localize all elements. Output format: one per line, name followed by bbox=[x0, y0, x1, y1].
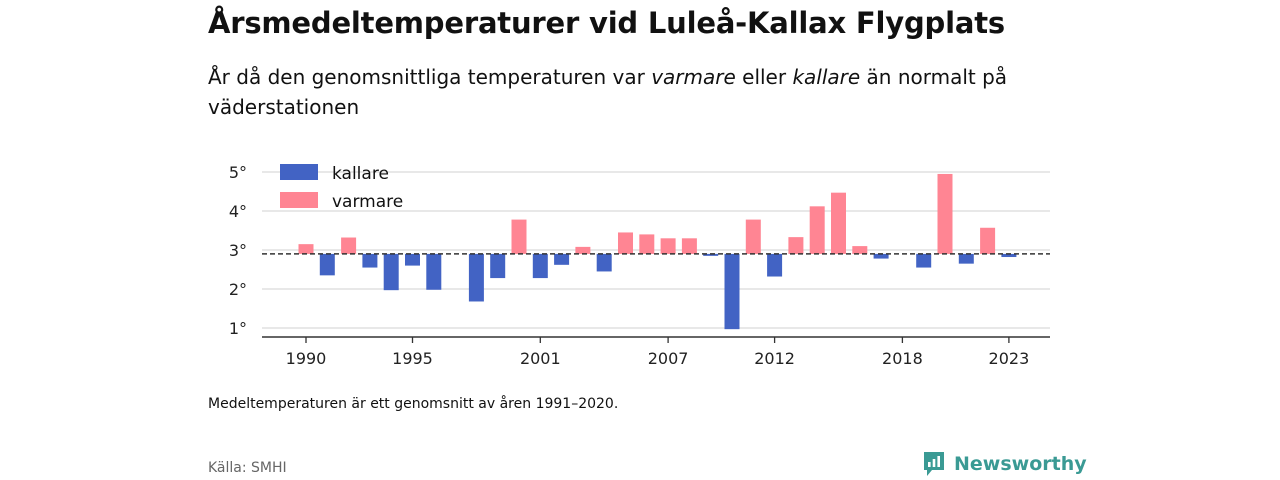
bar-warmer bbox=[852, 246, 868, 254]
x-tick-label: 2012 bbox=[754, 349, 795, 368]
brand[interactable]: Newsworthy bbox=[922, 450, 1087, 478]
x-tick-label: 2018 bbox=[882, 349, 923, 368]
bar-colder bbox=[767, 253, 783, 277]
subtitle-emphasis-warmer: varmare bbox=[651, 65, 736, 89]
chart-title: Årsmedeltemperaturer vid Luleå-Kallax Fl… bbox=[208, 6, 1005, 40]
bar-warmer bbox=[980, 227, 996, 254]
subtitle-text: än normalt på väderstationen bbox=[208, 65, 1008, 119]
bar-chart: 1° 2° 3° 4° 5° 1990 1995 2001 2007 2012 2018 2023 k… bbox=[229, 163, 1050, 368]
footnote: Medeltemperaturen är ett genomsnitt av å… bbox=[208, 396, 619, 412]
bar-warmer bbox=[660, 238, 676, 254]
newsworthy-logo-icon bbox=[924, 452, 944, 476]
bar-warmer bbox=[681, 238, 697, 254]
bar-colder bbox=[703, 253, 719, 256]
bar-warmer bbox=[511, 219, 527, 254]
brand-name: Newsworthy bbox=[954, 453, 1087, 475]
bar-warmer bbox=[831, 192, 846, 254]
bar-warmer bbox=[809, 206, 825, 254]
bar-colder bbox=[958, 253, 974, 264]
bar-colder bbox=[554, 253, 570, 265]
subtitle-text: eller bbox=[735, 65, 793, 89]
grid-lines bbox=[262, 171, 1050, 329]
y-tick-label: 1° bbox=[229, 319, 247, 338]
x-tick-label: 1995 bbox=[392, 349, 433, 368]
bar-warmer bbox=[575, 246, 591, 254]
bar-colder bbox=[319, 253, 335, 276]
bar-colder bbox=[873, 253, 889, 259]
x-tick-label: 2007 bbox=[648, 349, 689, 368]
bar-warmer bbox=[298, 244, 314, 254]
bar-colder bbox=[596, 253, 612, 272]
bar-colder bbox=[916, 253, 932, 268]
legend-swatch-varmare bbox=[280, 192, 318, 208]
bar-colder bbox=[362, 253, 378, 268]
y-tick-label: 3° bbox=[229, 241, 247, 260]
legend-label-varmare: varmare bbox=[332, 192, 403, 212]
bar-warmer bbox=[937, 173, 953, 254]
bars bbox=[298, 173, 1017, 330]
bar-colder bbox=[490, 253, 506, 279]
bar-colder bbox=[468, 253, 484, 302]
x-tick-label: 1990 bbox=[286, 349, 327, 368]
axes: 1° 2° 3° 4° 5° 1990 1995 2001 2007 2012 2018 2023 bbox=[229, 163, 1050, 368]
bar-colder bbox=[1001, 253, 1017, 258]
chart-subtitle: År då den genomsnittliga temperaturen va… bbox=[208, 62, 1068, 122]
bar-colder bbox=[426, 253, 442, 290]
y-tick-label: 4° bbox=[229, 202, 247, 221]
bar-warmer bbox=[618, 232, 633, 254]
bar-colder bbox=[724, 253, 740, 330]
bar-warmer bbox=[788, 237, 804, 254]
x-tick-label: 2023 bbox=[989, 349, 1030, 368]
legend-swatch-kallare bbox=[280, 164, 318, 180]
legend-label-kallare: kallare bbox=[332, 164, 389, 184]
bar-warmer bbox=[341, 237, 357, 254]
subtitle-text: År då den genomsnittliga temperaturen va… bbox=[208, 65, 652, 89]
y-tick-label: 2° bbox=[229, 280, 247, 299]
bar-colder bbox=[405, 253, 420, 266]
source-text: Källa: SMHI bbox=[208, 460, 287, 476]
bar-colder bbox=[383, 253, 399, 291]
bar-colder bbox=[532, 253, 548, 279]
y-tick-label: 5° bbox=[229, 163, 247, 182]
bar-warmer bbox=[745, 219, 761, 254]
subtitle-emphasis-colder: kallare bbox=[792, 65, 861, 89]
legend: kallare varmare bbox=[280, 164, 403, 212]
x-tick-label: 2001 bbox=[520, 349, 561, 368]
bar-warmer bbox=[639, 234, 655, 254]
